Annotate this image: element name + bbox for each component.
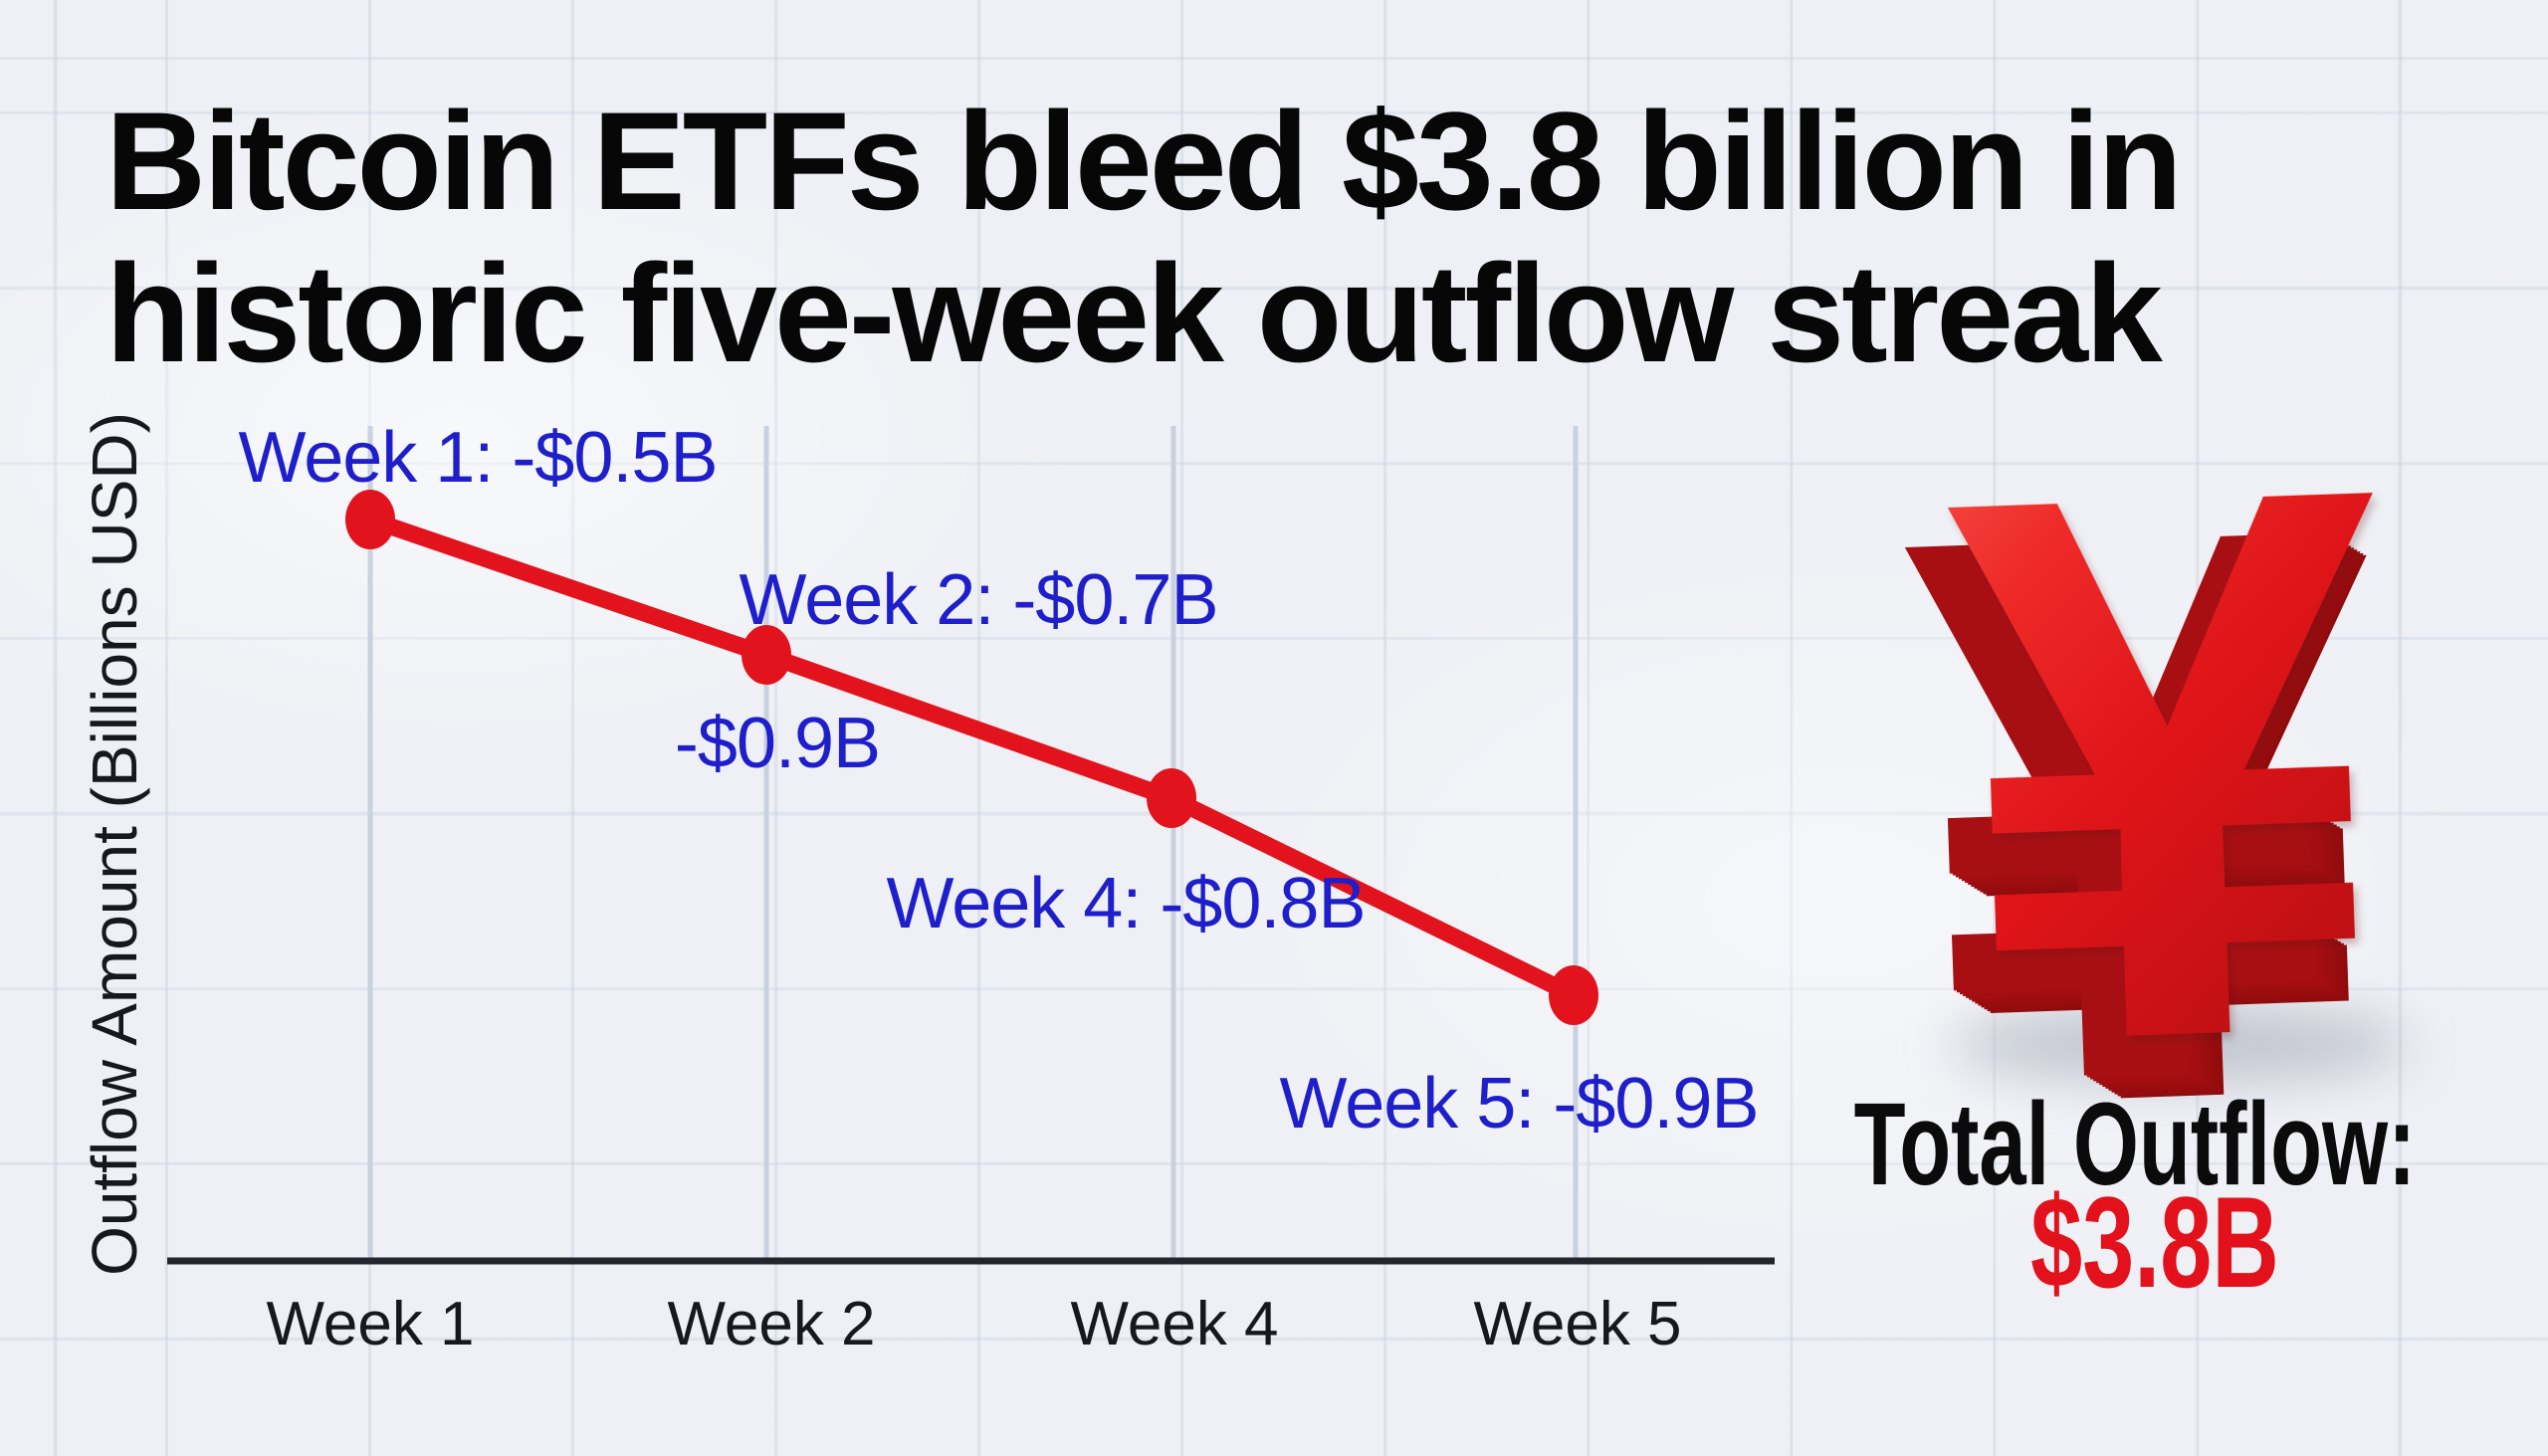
- page-title-line-1: Bitcoin ETFs bleed $3.8 billion in: [106, 83, 2183, 239]
- point-label-week-1: Week 1: -$0.5B: [238, 418, 719, 498]
- data-point-4: [1549, 965, 1598, 1025]
- total-outflow-label: Total Outflow:: [1853, 1079, 2417, 1210]
- yen-ground-shadow: [1951, 1005, 2409, 1083]
- data-point-2: [742, 625, 791, 685]
- page-title: Bitcoin ETFs bleed $3.8 billion in histo…: [106, 83, 2425, 391]
- x-tick-week-2: Week 2: [667, 1290, 876, 1358]
- page-title-line-2: historic five-week outflow streak: [106, 234, 2163, 391]
- total-outflow-value: $3.8B: [2030, 1169, 2279, 1315]
- x-tick-week-4: Week 4: [1070, 1290, 1279, 1358]
- outflow-line-series: [361, 511, 1583, 1004]
- point-label-week-3: -$0.9B: [674, 704, 881, 783]
- point-label-week-4: Week 4: -$0.8B: [886, 864, 1367, 943]
- yen-3d-icon: ¥ ¥: [1896, 325, 2429, 1247]
- data-point-1: [345, 490, 395, 549]
- y-axis-label: Outflow Amount (Billions USD): [79, 412, 150, 1276]
- x-tick-week-5: Week 5: [1473, 1290, 1682, 1358]
- yen-symbol-icon: ¥: [1939, 324, 2401, 1207]
- x-tick-week-1: Week 1: [266, 1290, 475, 1358]
- data-point-3: [1147, 768, 1196, 828]
- point-label-week-2: Week 2: -$0.7B: [739, 560, 1219, 640]
- point-label-week-5: Week 5: -$0.9B: [1279, 1064, 1760, 1144]
